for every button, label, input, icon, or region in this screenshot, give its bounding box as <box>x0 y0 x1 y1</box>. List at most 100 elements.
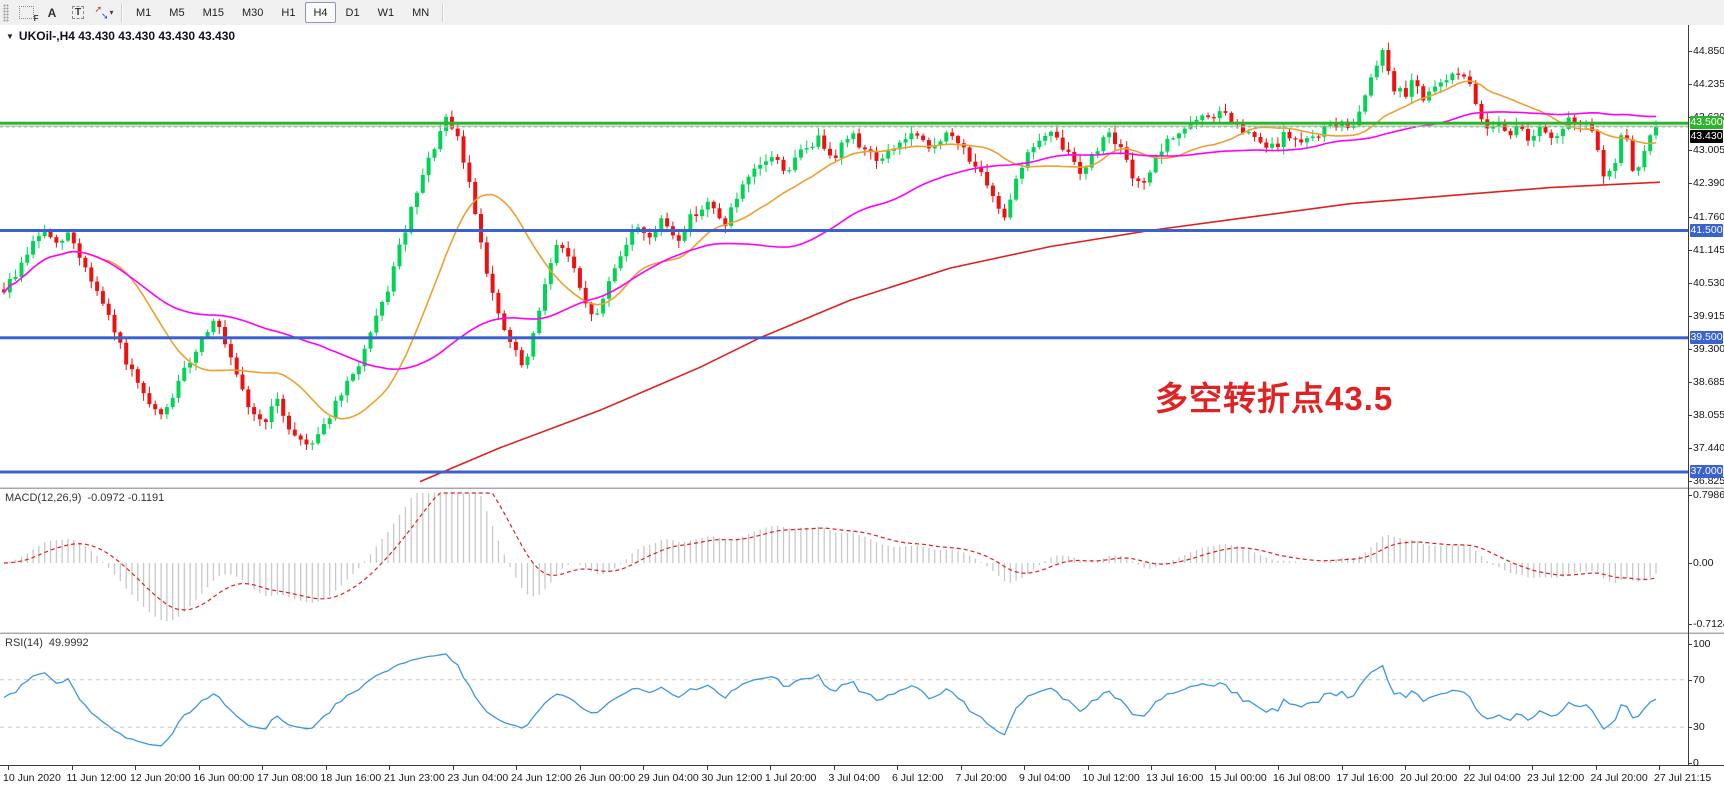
price-tick-mark <box>1688 249 1692 251</box>
price-tick-mark <box>1688 282 1692 284</box>
toolbar-drag-handle[interactable] <box>3 3 9 22</box>
time-axis-label: 9 Jul 04:00 <box>1019 772 1071 784</box>
price-tick-mark <box>1688 315 1692 317</box>
timeframe-button-mn[interactable]: MN <box>412 6 430 19</box>
timeframe-button-d1[interactable]: D1 <box>345 6 360 19</box>
symbol-ohlc-text: UKOil-,H4 43.430 43.430 43.430 43.430 <box>18 29 236 43</box>
time-tick-mark <box>262 766 263 770</box>
time-axis-label: 30 Jun 12:00 <box>701 772 763 784</box>
panel-splitter[interactable] <box>0 632 1724 634</box>
rsi-plot[interactable] <box>0 634 1688 765</box>
timeframe-button-h1[interactable]: H1 <box>281 6 296 19</box>
toolbar-separator <box>442 3 445 22</box>
price-axis-label: 38.685 <box>1693 375 1724 388</box>
text-tool-icon[interactable]: T <box>66 2 90 24</box>
rsi-axis-label: 70 <box>1693 673 1705 686</box>
timeframe-button-w1[interactable]: W1 <box>377 6 395 19</box>
chart-shift-icon[interactable]: F <box>14 2 39 24</box>
time-tick-mark <box>643 766 644 770</box>
panel-splitter[interactable] <box>0 487 1724 489</box>
time-tick-mark <box>389 766 390 770</box>
time-tick-mark <box>1659 766 1660 770</box>
time-tick-mark <box>1595 766 1597 770</box>
price-axis-label: 43.005 <box>1693 143 1724 156</box>
timeframe-button-m1[interactable]: M1 <box>136 6 152 19</box>
timeframe-button-group: M1 M5 M15 M30 H1 H4 D1 W1 MN <box>127 2 438 23</box>
macd-axis-label: 0.7986 <box>1693 489 1724 502</box>
timeframe-button-m30[interactable]: M30 <box>241 6 264 19</box>
time-tick-mark <box>516 766 517 770</box>
toolbar-separator <box>121 3 123 22</box>
level-price-label: 41.500 <box>1690 223 1723 237</box>
chart-annotation-text: 多空转折点43.5 <box>1155 380 1394 417</box>
time-axis-label: 1 Jul 20:00 <box>765 772 817 784</box>
macd-tick-mark <box>1688 623 1692 625</box>
macd-axis-label: 0.00 <box>1693 557 1714 569</box>
macd-plot[interactable] <box>0 489 1688 632</box>
candlestick-plot[interactable] <box>0 25 1688 487</box>
level-price-label: 37.000 <box>1690 464 1723 478</box>
text-label-icon[interactable]: A <box>47 5 57 20</box>
price-tick-mark <box>1688 448 1692 450</box>
time-axis-label: 17 Jun 08:00 <box>257 772 318 784</box>
rsi-axis-label: 0 <box>1693 757 1699 769</box>
rsi-panel[interactable]: RSI(14) 49.9992 <box>0 634 1724 765</box>
price-tick-mark <box>1688 216 1692 218</box>
price-chart-panel[interactable]: ▼ UKOil-,H4 43.430 43.430 43.430 43.430 … <box>0 25 1724 487</box>
price-axis-label: 38.055 <box>1693 409 1724 422</box>
rsi-tick-mark <box>1688 644 1692 645</box>
time-axis-label: 10 Jun 2020 <box>3 772 61 784</box>
price-axis-label: 42.390 <box>1693 176 1724 189</box>
rsi-value: 49.9992 <box>48 637 89 649</box>
time-tick-mark <box>135 766 136 770</box>
time-tick-mark <box>960 766 962 770</box>
rsi-tick-mark <box>1688 679 1692 681</box>
time-axis-label: 6 Jul 12:00 <box>892 772 944 784</box>
price-axis-label: 44.850 <box>1693 44 1724 57</box>
time-tick-mark <box>1341 766 1343 770</box>
macd-tick-mark <box>1688 563 1692 564</box>
collapse-chart-icon[interactable]: ▼ <box>6 31 14 41</box>
chart-title: ▼ UKOil-,H4 43.430 43.430 43.430 43.430 <box>6 29 235 43</box>
time-tick-mark <box>1278 766 1279 770</box>
rsi-tick-mark <box>1688 727 1692 729</box>
price-axis-label: 39.300 <box>1693 342 1724 355</box>
price-tick-mark <box>1688 182 1692 184</box>
time-tick-mark <box>71 766 73 770</box>
time-axis-label: 22 Jul 04:00 <box>1463 772 1521 784</box>
time-axis-label: 23 Jul 12:00 <box>1527 772 1585 784</box>
dropdown-caret-icon[interactable]: ▾ <box>109 8 114 17</box>
time-axis-label: 17 Jul 16:00 <box>1336 772 1394 784</box>
macd-tick-mark <box>1688 495 1692 497</box>
time-axis-label: 27 Jul 21:15 <box>1654 772 1712 784</box>
macd-label: MACD(12,26,9) -0.0972 -0.1191 <box>5 492 164 504</box>
level-price-label: 43.500 <box>1690 116 1723 130</box>
time-tick-mark <box>198 766 200 770</box>
timeframe-button-m15[interactable]: M15 <box>202 6 224 19</box>
time-axis-strip[interactable] <box>0 765 1724 792</box>
macd-panel[interactable]: MACD(12,26,9) -0.0972 -0.1191 <box>0 489 1724 632</box>
time-tick-mark <box>706 766 708 770</box>
current-price-label: 43.430 <box>1690 130 1723 144</box>
time-tick-mark <box>1024 766 1025 770</box>
time-axis-label: 24 Jun 12:00 <box>511 772 572 784</box>
rsi-label: RSI(14) 49.9992 <box>5 637 89 649</box>
arrow-tools-icon[interactable]: ➚ ➘ ▾ <box>94 3 114 21</box>
time-tick-mark <box>1468 766 1470 770</box>
time-axis-label: 12 Jun 20:00 <box>130 772 191 784</box>
timeframe-button-h4[interactable]: H4 <box>305 2 336 23</box>
time-axis-label: 21 Jun 23:00 <box>384 772 445 784</box>
time-tick-mark <box>770 766 771 770</box>
rsi-axis-label: 30 <box>1693 721 1705 734</box>
price-tick-mark <box>1688 381 1692 383</box>
price-tick-mark <box>1688 481 1692 483</box>
price-axis-label: 36.825 <box>1693 475 1724 488</box>
time-axis-label: 11 Jun 12:00 <box>66 772 127 784</box>
time-axis-label: 24 Jul 20:00 <box>1590 772 1648 784</box>
time-axis-label: 18 Jun 16:00 <box>320 772 382 784</box>
price-axis-label: 40.530 <box>1693 276 1724 289</box>
price-axis-label: 41.145 <box>1693 243 1724 256</box>
timeframe-button-m5[interactable]: M5 <box>169 6 185 19</box>
macd-name: MACD(12,26,9) <box>5 492 82 504</box>
